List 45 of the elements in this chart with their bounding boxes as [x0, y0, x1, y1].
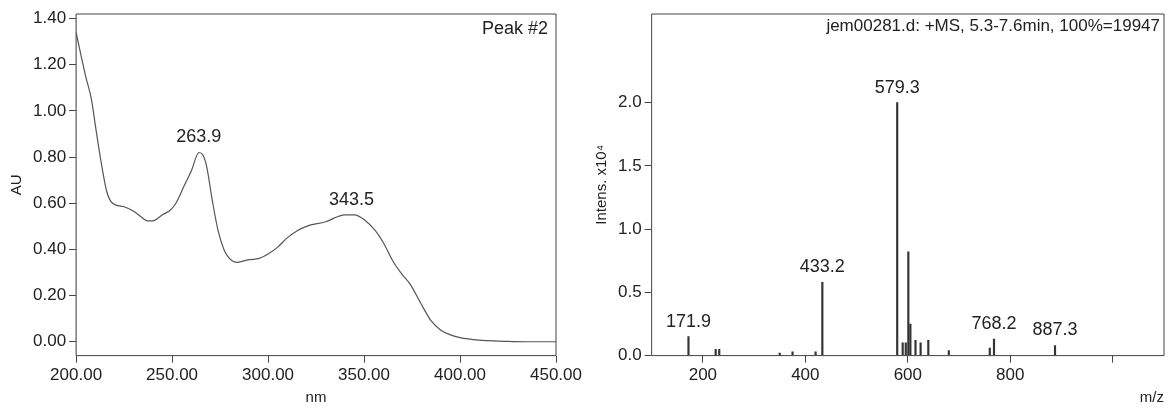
- y-tick-label: 0.0: [617, 345, 642, 365]
- chart-title: jem00281.d: +MS, 5.3-7.6min, 100%=19947: [825, 16, 1160, 36]
- bar: [791, 351, 794, 356]
- y-tick-label: 0.00: [32, 331, 67, 351]
- annotation: Peak #2: [481, 17, 548, 38]
- x-tick-label: 600: [893, 365, 922, 385]
- x-tick-label: 200.00: [50, 365, 103, 385]
- y-axis-title: AU: [7, 174, 25, 196]
- x-tick-label: 400.00: [434, 365, 487, 385]
- bar: [687, 336, 690, 356]
- annotation: 887.3: [1032, 319, 1078, 340]
- bar: [927, 340, 930, 356]
- y-tick-label: 0.60: [32, 192, 67, 212]
- x-tick-label: 350.00: [338, 365, 391, 385]
- y-tick-label: 1.0: [617, 218, 642, 238]
- y-tick-label: 0.80: [32, 146, 67, 166]
- annotation: 343.5: [329, 188, 375, 209]
- y-tick-label: 1.40: [32, 8, 67, 28]
- y-tick-label: 0.5: [617, 282, 642, 302]
- y-tick-label: 0.40: [32, 239, 67, 259]
- x-tick-label: 450.00: [530, 365, 582, 385]
- annotation: 433.2: [799, 256, 845, 277]
- x-tick-label: 800: [996, 365, 1025, 385]
- y-tick-label: 1.20: [32, 54, 67, 74]
- x-tick-label: 400: [791, 365, 820, 385]
- annotation: 263.9: [176, 126, 222, 147]
- bar: [914, 340, 917, 356]
- y-tick-label: 1.5: [617, 155, 642, 175]
- annotation: 579.3: [874, 76, 920, 97]
- y-tick-label: 1.00: [32, 100, 67, 120]
- annotation: 171.9: [665, 310, 711, 331]
- x-axis-title: m/z: [1139, 388, 1164, 406]
- bar: [821, 281, 824, 356]
- x-tick-label: 300.00: [242, 365, 295, 385]
- bar: [1053, 345, 1057, 356]
- bar: [896, 102, 899, 356]
- x-tick-label: 200: [688, 365, 718, 385]
- x-axis-title: nm: [305, 388, 327, 406]
- bar: [907, 251, 910, 356]
- x-tick-label: 250.00: [146, 365, 199, 385]
- y-tick-label: 0.20: [32, 285, 67, 305]
- bar: [947, 350, 950, 356]
- y-axis-title: Intens. x10⁴: [592, 144, 610, 225]
- annotation: 768.2: [971, 313, 1017, 334]
- y-tick-label: 2.0: [617, 92, 642, 112]
